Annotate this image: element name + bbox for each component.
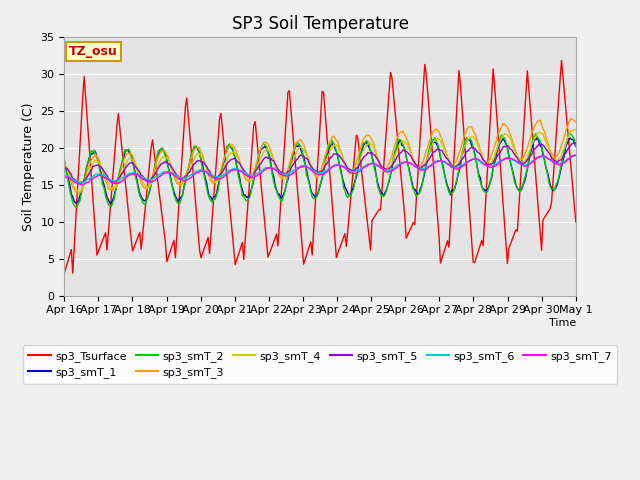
sp3_smT_4 [125, 156, 132, 162]
sp3_smT_2 [545, 179, 552, 185]
Legend: sp3_Tsurface, sp3_smT_1, sp3_smT_2, sp3_smT_3, sp3_smT_4, sp3_smT_5, sp3_smT_6, : sp3_Tsurface, sp3_smT_1, sp3_smT_2, sp3_… [23, 345, 617, 384]
Text: TZ_osu: TZ_osu [69, 45, 118, 58]
sp3_smT_2 [232, 156, 239, 161]
sp3_smT_5 [60, 164, 68, 169]
sp3_smT_7 [79, 182, 86, 188]
sp3_smT_3 [572, 119, 580, 125]
sp3_Tsurface [213, 155, 221, 160]
sp3_Tsurface [543, 210, 551, 216]
sp3_smT_6 [60, 172, 68, 178]
sp3_smT_2 [285, 167, 293, 173]
sp3_smT_1 [214, 182, 222, 188]
sp3_smT_3 [214, 174, 222, 180]
sp3_smT_6 [570, 153, 578, 159]
Y-axis label: Soil Temperature (C): Soil Temperature (C) [22, 102, 35, 231]
sp3_Tsurface [557, 58, 565, 63]
sp3_smT_6 [75, 180, 83, 185]
sp3_smT_4 [545, 145, 552, 151]
sp3_smT_1 [108, 201, 115, 207]
sp3_smT_2 [125, 146, 132, 152]
sp3_smT_1 [232, 156, 239, 161]
sp3_smT_6 [214, 174, 222, 180]
sp3_smT_5 [232, 156, 239, 161]
sp3_smT_4 [232, 151, 239, 157]
sp3_smT_4 [214, 177, 222, 183]
Text: Time: Time [548, 318, 576, 328]
sp3_Tsurface [123, 194, 131, 200]
sp3_smT_5 [214, 174, 222, 180]
Line: sp3_smT_4: sp3_smT_4 [64, 130, 576, 192]
sp3_smT_7 [214, 176, 222, 182]
sp3_smT_6 [572, 153, 580, 159]
sp3_smT_1 [60, 157, 68, 163]
sp3_smT_5 [75, 180, 83, 186]
sp3_smT_7 [572, 152, 580, 158]
sp3_smT_7 [285, 172, 293, 178]
sp3_smT_2 [572, 143, 580, 149]
sp3_smT_2 [60, 159, 68, 165]
sp3_smT_7 [545, 156, 552, 162]
sp3_smT_3 [60, 159, 68, 165]
sp3_smT_5 [240, 168, 248, 173]
sp3_smT_7 [232, 167, 239, 173]
sp3_Tsurface [60, 271, 68, 276]
Line: sp3_smT_3: sp3_smT_3 [64, 119, 576, 194]
sp3_Tsurface [572, 219, 580, 225]
sp3_smT_6 [232, 165, 239, 171]
Line: sp3_smT_5: sp3_smT_5 [64, 143, 576, 183]
sp3_smT_2 [240, 193, 248, 199]
sp3_smT_7 [240, 171, 248, 177]
sp3_smT_6 [125, 171, 132, 177]
sp3_Tsurface [239, 240, 246, 245]
sp3_smT_7 [60, 174, 68, 180]
Line: sp3_smT_6: sp3_smT_6 [64, 156, 576, 182]
sp3_smT_4 [240, 169, 248, 175]
sp3_smT_3 [125, 151, 132, 156]
sp3_smT_1 [572, 144, 580, 149]
Line: sp3_Tsurface: sp3_Tsurface [64, 60, 576, 274]
sp3_smT_6 [285, 170, 293, 176]
sp3_smT_7 [125, 173, 132, 179]
Title: SP3 Soil Temperature: SP3 Soil Temperature [232, 15, 408, 33]
Line: sp3_smT_7: sp3_smT_7 [64, 155, 576, 185]
sp3_smT_5 [545, 150, 552, 156]
sp3_smT_3 [232, 146, 239, 152]
sp3_smT_4 [572, 127, 580, 133]
sp3_smT_2 [566, 131, 574, 137]
sp3_smT_3 [285, 161, 293, 167]
sp3_smT_4 [60, 161, 68, 167]
sp3_smT_3 [240, 171, 248, 177]
sp3_smT_3 [568, 116, 575, 121]
sp3_smT_2 [73, 204, 81, 210]
sp3_smT_1 [534, 134, 541, 140]
sp3_smT_5 [125, 162, 132, 168]
sp3_smT_3 [75, 191, 83, 197]
sp3_smT_1 [547, 181, 554, 187]
sp3_smT_5 [572, 140, 580, 146]
sp3_smT_4 [285, 168, 293, 174]
sp3_Tsurface [230, 246, 237, 252]
sp3_smT_3 [545, 143, 552, 149]
sp3_smT_5 [285, 168, 293, 174]
sp3_smT_6 [240, 169, 248, 175]
Line: sp3_smT_2: sp3_smT_2 [64, 134, 576, 207]
Line: sp3_smT_1: sp3_smT_1 [64, 137, 576, 204]
sp3_Tsurface [284, 89, 292, 95]
sp3_smT_1 [240, 192, 248, 198]
sp3_smT_2 [214, 187, 222, 193]
sp3_smT_4 [75, 189, 83, 195]
sp3_smT_6 [545, 156, 552, 162]
sp3_smT_1 [125, 148, 132, 154]
sp3_smT_1 [285, 170, 293, 176]
sp3_smT_4 [570, 127, 578, 132]
